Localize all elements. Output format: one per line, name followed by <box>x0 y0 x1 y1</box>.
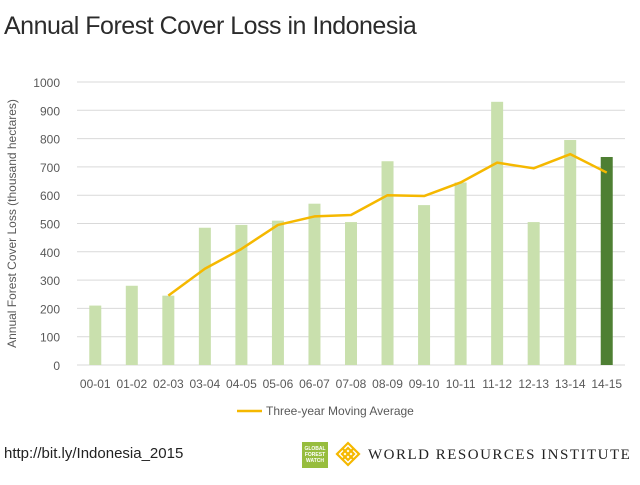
legend-label: Three-year Moving Average <box>266 404 414 418</box>
bar-02-03 <box>162 295 175 365</box>
y-tick-label: 400 <box>40 246 60 260</box>
wri-logo-icon <box>335 441 361 467</box>
x-tick-label: 02-03 <box>153 377 184 391</box>
bar-00-01 <box>89 305 102 365</box>
y-axis-label: Annual Forest Cover Loss (thousand hecta… <box>5 99 19 348</box>
x-tick-label: 05-06 <box>263 377 294 391</box>
x-tick-label: 14-15 <box>591 377 622 391</box>
x-tick-label: 08-09 <box>372 377 403 391</box>
y-tick-label: 200 <box>40 302 60 316</box>
bar-07-08 <box>345 222 357 365</box>
x-tick-label: 01-02 <box>116 377 147 391</box>
x-tick-label: 09-10 <box>409 377 440 391</box>
moving-average-line <box>167 152 608 297</box>
bar-10-11 <box>454 182 467 365</box>
bar-06-07 <box>308 203 321 365</box>
source-url[interactable]: http://bit.ly/Indonesia_2015 <box>4 445 184 462</box>
bar-05-06 <box>271 220 284 365</box>
x-tick-label: 11-12 <box>482 377 512 391</box>
y-tick-label: 800 <box>40 133 60 147</box>
bar-14-15 <box>600 156 613 365</box>
y-tick-label: 600 <box>40 189 60 203</box>
x-tick-label: 00-01 <box>80 377 111 391</box>
bar-13-14 <box>564 140 577 365</box>
x-tick-label: 07-08 <box>336 377 367 391</box>
x-tick-label: 03-04 <box>190 377 221 391</box>
x-tick-label: 06-07 <box>299 377 330 391</box>
global-forest-watch-logo: GLOBAL FOREST WATCH <box>302 442 328 468</box>
bar-09-10 <box>418 205 431 365</box>
y-tick-label: 0 <box>53 359 60 373</box>
bar-04-05 <box>235 224 248 365</box>
bar-11-12 <box>491 101 504 365</box>
x-tick-label: 13-14 <box>555 377 586 391</box>
bar-12-13 <box>527 222 540 365</box>
y-tick-label: 900 <box>40 104 60 118</box>
y-tick-label: 100 <box>40 331 60 345</box>
y-tick-label: 300 <box>40 274 60 288</box>
y-tick-label: 700 <box>40 161 60 175</box>
bar-08-09 <box>381 161 394 365</box>
bar-01-02 <box>125 285 138 365</box>
forest-loss-chart: 0 100 200 300 400 500 600 700 800 900 1000 00-01 01-… <box>5 76 625 418</box>
x-tick-label: 12-13 <box>518 377 549 391</box>
x-tick-label: 10-11 <box>446 377 476 391</box>
bar-03-04 <box>198 227 211 365</box>
wri-name: WORLD RESOURCES INSTITUTE <box>368 447 632 463</box>
y-tick-label: 1000 <box>33 76 60 90</box>
x-tick-label: 04-05 <box>226 377 257 391</box>
y-tick-label: 500 <box>40 218 60 232</box>
chart-title: Annual Forest Cover Loss in Indonesia <box>4 12 417 40</box>
